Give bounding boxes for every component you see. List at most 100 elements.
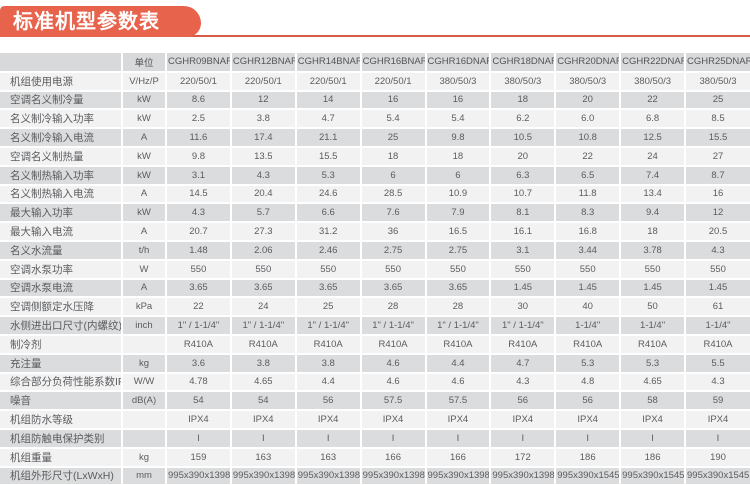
value-cell: IPX4 — [425, 410, 492, 430]
value-cell: 31.2 — [295, 222, 362, 242]
value-cell: IPX4 — [360, 410, 427, 430]
value-cell: I — [620, 428, 686, 449]
value-cell: 995x390x1545 — [620, 466, 686, 485]
param-name-cell: 机组使用电源 — [0, 71, 123, 92]
value-cell: 24 — [230, 297, 297, 318]
unit-cell: A — [122, 128, 167, 148]
model-header: CGHR09BNAR — [166, 53, 232, 73]
value-cell: 4.3 — [685, 240, 750, 261]
value-cell: 163 — [230, 447, 297, 468]
value-cell: 20 — [490, 146, 557, 167]
value-cell: 3.65 — [230, 278, 297, 299]
table-row: 最大输入电流 A 20.7 27.3 31.2 36 16.5 16.1 16.8 18 20.5 — [0, 222, 750, 242]
value-cell: 6.0 — [555, 109, 622, 130]
value-cell: 1.45 — [685, 278, 750, 299]
value-cell: 1-1/4" — [620, 316, 686, 336]
value-cell: 995x390x1398 — [425, 466, 492, 485]
value-cell: 220/50/1 — [360, 71, 427, 92]
value-cell: 10.7 — [490, 184, 557, 205]
value-cell: 7.9 — [425, 203, 492, 224]
table-row: 噪音 dB(A) 54 54 56 57.5 57.5 56 56 58 59 — [0, 391, 750, 412]
value-cell: 7.6 — [360, 203, 427, 224]
value-cell: 9.8 — [166, 146, 232, 167]
value-cell: 172 — [490, 447, 557, 468]
value-cell: 1.45 — [555, 278, 622, 299]
value-cell: 56 — [490, 391, 557, 412]
param-name-cell: 水侧进出口尺寸(内螺纹) — [0, 316, 123, 336]
unit-cell: A — [122, 278, 167, 299]
param-name-cell: 最大输入电流 — [0, 222, 123, 242]
param-name-cell: 噪音 — [0, 391, 123, 412]
unit-cell: kg — [122, 353, 167, 374]
value-cell: 11.6 — [166, 128, 232, 148]
value-cell: 4.7 — [490, 353, 557, 374]
value-cell: 59 — [685, 391, 750, 412]
value-cell: 22 — [166, 297, 232, 318]
value-cell: 2.75 — [425, 240, 492, 261]
value-cell: 550 — [490, 259, 557, 280]
param-name-cell: 充注量 — [0, 353, 123, 374]
value-cell: 6.6 — [295, 203, 362, 224]
unit-cell — [122, 334, 167, 355]
value-cell: 7.4 — [620, 165, 686, 186]
param-name-cell: 综合部分负荷性能系数IPLV — [0, 372, 123, 393]
value-cell: 20.4 — [230, 184, 297, 205]
value-cell: 3.8 — [295, 353, 362, 374]
param-name-cell: 空调名义制热量 — [0, 146, 123, 167]
table-row: 名义制热输入功率 kW 3.1 4.3 5.3 6 6 6.3 6.5 7.4 8.7 — [0, 165, 750, 186]
value-cell: 4.65 — [230, 372, 297, 393]
page-title: 标准机型参数表 — [13, 10, 160, 33]
value-cell: 5.3 — [620, 353, 686, 374]
value-cell: 16.5 — [425, 222, 492, 242]
unit-cell: dB(A) — [122, 391, 167, 412]
value-cell: 18 — [620, 222, 686, 242]
spec-table: 单位 CGHR09BNAR CGHR12BNAR CGHR14BNAR CGHR16B… — [0, 53, 750, 485]
value-cell: IPX4 — [685, 410, 750, 430]
value-cell: 1" / 1-1/4" — [425, 316, 492, 336]
value-cell: 10.8 — [555, 128, 622, 148]
value-cell: 3.65 — [360, 278, 427, 299]
value-cell: 57.5 — [360, 391, 427, 412]
value-cell: 56 — [295, 391, 362, 412]
value-cell: I — [295, 428, 362, 449]
value-cell: 550 — [555, 259, 622, 280]
param-name-cell: 名义制冷输入功率 — [0, 109, 123, 130]
param-name-cell: 名义制冷输入电流 — [0, 128, 123, 148]
value-cell: 21.1 — [295, 128, 362, 148]
value-cell: IPX4 — [555, 410, 622, 430]
value-cell: 186 — [555, 447, 622, 468]
spec-table-body: 机组使用电源 V/Hz/P 220/50/1 220/50/1 220/50/1 220/… — [0, 71, 750, 485]
param-name-cell: 空调水泵电流 — [0, 278, 123, 299]
value-cell: 6 — [425, 165, 492, 186]
value-cell: 2.5 — [166, 109, 232, 130]
value-cell: 4.8 — [555, 372, 622, 393]
param-name-cell: 最大输入功率 — [0, 203, 123, 224]
model-header: CGHR16BNAR — [360, 53, 427, 73]
unit-cell: kPa — [122, 297, 167, 318]
value-cell: 8.5 — [685, 109, 750, 130]
value-cell: 8.7 — [685, 165, 750, 186]
value-cell: 14 — [295, 90, 362, 111]
unit-cell: W — [122, 259, 167, 280]
param-name-cell: 空调水泵功率 — [0, 259, 123, 280]
value-cell: 58 — [620, 391, 686, 412]
table-row: 综合部分负荷性能系数IPLVW/W4.784.654.44.64.64.34.8… — [0, 372, 750, 393]
value-cell: 4.78 — [166, 372, 232, 393]
value-cell: 4.6 — [360, 372, 427, 393]
table-row: 名义制冷输入功率 kW 2.5 3.8 4.7 5.4 5.4 6.2 6.0 6.8 8.5 — [0, 109, 750, 130]
unit-cell: t/h — [122, 240, 167, 261]
value-cell: 163 — [295, 447, 362, 468]
table-row: 机组防水等级 IPX4 IPX4 IPX4 IPX4 IPX4 IPX4 IPX4 IPX4 IP… — [0, 410, 750, 430]
value-cell: 50 — [620, 297, 686, 318]
value-cell: 16 — [360, 90, 427, 111]
value-cell: 4.7 — [295, 109, 362, 130]
value-cell: 5.7 — [230, 203, 297, 224]
value-cell: 61 — [685, 297, 750, 318]
table-row: 机组防触电保护类别 I I I I I I I I I — [0, 428, 750, 449]
value-cell: 220/50/1 — [295, 71, 362, 92]
value-cell: 186 — [620, 447, 686, 468]
value-cell: R410A — [360, 334, 427, 355]
table-row: 名义水流量 t/h 1.48 2.06 2.46 2.75 2.75 3.1 3.44 3.78 4… — [0, 240, 750, 261]
value-cell: 4.3 — [166, 203, 232, 224]
unit-cell — [122, 428, 167, 449]
